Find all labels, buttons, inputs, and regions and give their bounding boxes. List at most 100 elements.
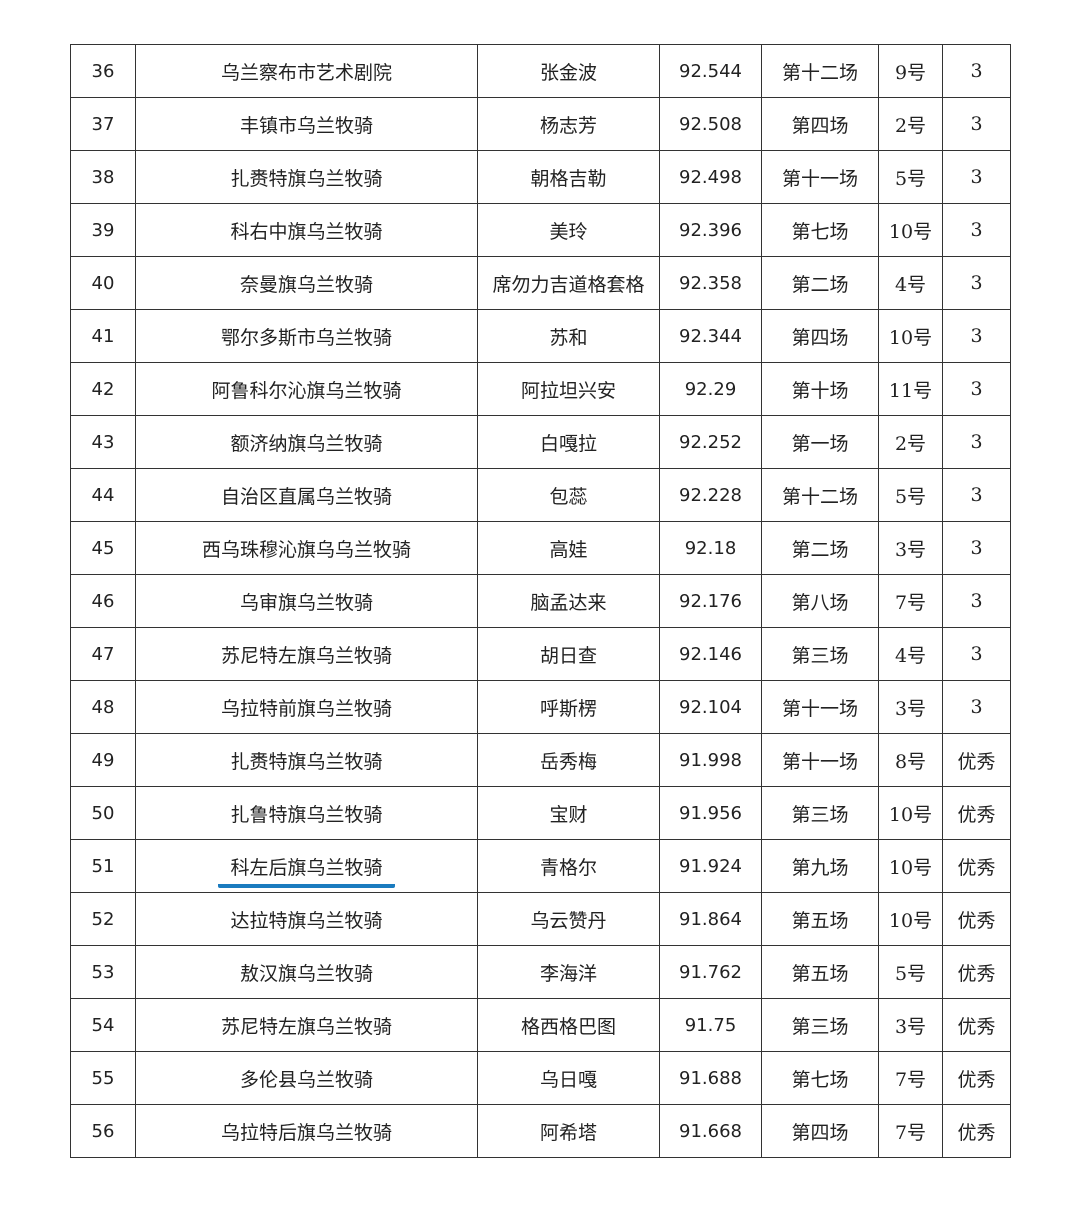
organization-cell: 扎赉特旗乌兰牧骑 <box>135 150 478 204</box>
rank-cell: 37 <box>70 97 136 151</box>
rank-cell: 52 <box>70 892 136 946</box>
table-row: 47 苏尼特左旗乌兰牧骑 胡日查 92.146 第三场 4号 3 <box>70 627 1011 681</box>
table-row: 38 扎赉特旗乌兰牧骑 朝格吉勒 92.498 第十一场 5号 3 <box>70 150 1011 204</box>
rank-cell: 53 <box>70 945 136 999</box>
rank-cell: 55 <box>70 1051 136 1105</box>
table-row: 40 奈曼旗乌兰牧骑 席勿力吉道格套格 92.358 第二场 4号 3 <box>70 256 1011 310</box>
session-cell: 第一场 <box>761 415 879 469</box>
rank-cell: 38 <box>70 150 136 204</box>
session-cell: 第十二场 <box>761 44 879 98</box>
grade-cell: 3 <box>942 44 1011 98</box>
grade-cell: 3 <box>942 150 1011 204</box>
organization-cell: 西乌珠穆沁旗乌乌兰牧骑 <box>135 521 478 575</box>
table-row: 56 乌拉特后旗乌兰牧骑 阿希塔 91.668 第四场 7号 优秀 <box>70 1104 1011 1158</box>
slot-number-cell: 7号 <box>878 574 943 628</box>
session-cell: 第四场 <box>761 309 879 363</box>
table-row: 44 自治区直属乌兰牧骑 包蕊 92.228 第十二场 5号 3 <box>70 468 1011 522</box>
performer-name-cell: 朝格吉勒 <box>477 150 660 204</box>
grade-cell: 优秀 <box>942 733 1011 787</box>
performer-name-cell: 脑孟达来 <box>477 574 660 628</box>
slot-number-cell: 9号 <box>878 44 943 98</box>
slot-number-cell: 8号 <box>878 733 943 787</box>
performer-name-cell: 阿希塔 <box>477 1104 660 1158</box>
score-cell: 91.924 <box>659 839 762 893</box>
grade-cell: 优秀 <box>942 839 1011 893</box>
slot-number-cell: 5号 <box>878 150 943 204</box>
score-cell: 91.668 <box>659 1104 762 1158</box>
slot-number-cell: 7号 <box>878 1104 943 1158</box>
rank-cell: 39 <box>70 203 136 257</box>
session-cell: 第三场 <box>761 998 879 1052</box>
session-cell: 第四场 <box>761 97 879 151</box>
slot-number-cell: 4号 <box>878 627 943 681</box>
organization-cell: 扎鲁特旗乌兰牧骑 <box>135 786 478 840</box>
rank-cell: 36 <box>70 44 136 98</box>
grade-cell: 3 <box>942 468 1011 522</box>
performer-name-cell: 高娃 <box>477 521 660 575</box>
performer-name-cell: 呼斯楞 <box>477 680 660 734</box>
performer-name-cell: 席勿力吉道格套格 <box>477 256 660 310</box>
grade-cell: 3 <box>942 256 1011 310</box>
grade-cell: 优秀 <box>942 786 1011 840</box>
performer-name-cell: 美玲 <box>477 203 660 257</box>
performer-name-cell: 苏和 <box>477 309 660 363</box>
performer-name-cell: 岳秀梅 <box>477 733 660 787</box>
organization-cell: 乌兰察布市艺术剧院 <box>135 44 478 98</box>
grade-cell: 3 <box>942 309 1011 363</box>
table-row: 51 科左后旗乌兰牧骑 青格尔 91.924 第九场 10号 优秀 <box>70 839 1011 893</box>
organization-cell: 科左后旗乌兰牧骑 <box>135 839 478 893</box>
session-cell: 第五场 <box>761 945 879 999</box>
performer-name-cell: 青格尔 <box>477 839 660 893</box>
slot-number-cell: 10号 <box>878 786 943 840</box>
organization-cell: 鄂尔多斯市乌兰牧骑 <box>135 309 478 363</box>
grade-cell: 3 <box>942 415 1011 469</box>
organization-cell: 苏尼特左旗乌兰牧骑 <box>135 998 478 1052</box>
organization-cell: 乌拉特前旗乌兰牧骑 <box>135 680 478 734</box>
performer-name-cell: 宝财 <box>477 786 660 840</box>
slot-number-cell: 3号 <box>878 680 943 734</box>
session-cell: 第七场 <box>761 1051 879 1105</box>
grade-cell: 3 <box>942 362 1011 416</box>
organization-cell: 敖汉旗乌兰牧骑 <box>135 945 478 999</box>
slot-number-cell: 3号 <box>878 998 943 1052</box>
score-cell: 91.688 <box>659 1051 762 1105</box>
slot-number-cell: 2号 <box>878 415 943 469</box>
table-row: 46 乌审旗乌兰牧骑 脑孟达来 92.176 第八场 7号 3 <box>70 574 1011 628</box>
slot-number-cell: 4号 <box>878 256 943 310</box>
performer-name-cell: 胡日查 <box>477 627 660 681</box>
grade-cell: 3 <box>942 97 1011 151</box>
performer-name-cell: 乌日嘎 <box>477 1051 660 1105</box>
score-cell: 92.18 <box>659 521 762 575</box>
table-row: 37 丰镇市乌兰牧骑 杨志芳 92.508 第四场 2号 3 <box>70 97 1011 151</box>
session-cell: 第二场 <box>761 256 879 310</box>
session-cell: 第三场 <box>761 627 879 681</box>
performer-name-cell: 格西格巴图 <box>477 998 660 1052</box>
table-row: 48 乌拉特前旗乌兰牧骑 呼斯楞 92.104 第十一场 3号 3 <box>70 680 1011 734</box>
score-cell: 92.146 <box>659 627 762 681</box>
score-cell: 92.228 <box>659 468 762 522</box>
rank-cell: 49 <box>70 733 136 787</box>
score-cell: 91.864 <box>659 892 762 946</box>
rank-cell: 51 <box>70 839 136 893</box>
score-cell: 92.358 <box>659 256 762 310</box>
slot-number-cell: 10号 <box>878 892 943 946</box>
grade-cell: 3 <box>942 574 1011 628</box>
organization-cell: 自治区直属乌兰牧骑 <box>135 468 478 522</box>
rank-cell: 47 <box>70 627 136 681</box>
score-cell: 92.508 <box>659 97 762 151</box>
grade-cell: 3 <box>942 680 1011 734</box>
session-cell: 第八场 <box>761 574 879 628</box>
slot-number-cell: 5号 <box>878 468 943 522</box>
table-row: 43 额济纳旗乌兰牧骑 白嘎拉 92.252 第一场 2号 3 <box>70 415 1011 469</box>
score-cell: 91.75 <box>659 998 762 1052</box>
rank-cell: 44 <box>70 468 136 522</box>
score-cell: 91.998 <box>659 733 762 787</box>
performer-name-cell: 包蕊 <box>477 468 660 522</box>
table-row: 36 乌兰察布市艺术剧院 张金波 92.544 第十二场 9号 3 <box>70 44 1011 98</box>
score-cell: 92.344 <box>659 309 762 363</box>
rank-cell: 41 <box>70 309 136 363</box>
performer-name-cell: 乌云赞丹 <box>477 892 660 946</box>
table-row: 54 苏尼特左旗乌兰牧骑 格西格巴图 91.75 第三场 3号 优秀 <box>70 998 1011 1052</box>
organization-cell: 科右中旗乌兰牧骑 <box>135 203 478 257</box>
session-cell: 第十一场 <box>761 680 879 734</box>
